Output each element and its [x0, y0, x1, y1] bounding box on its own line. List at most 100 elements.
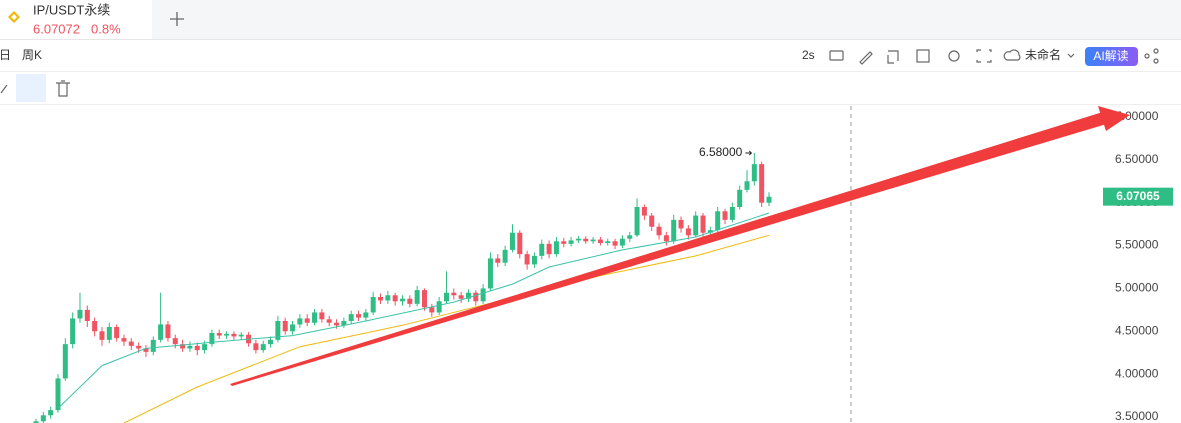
period-day[interactable]: 日: [0, 48, 11, 62]
candle-body: [473, 292, 479, 302]
candle-body: [737, 189, 743, 207]
candle-body: [99, 331, 105, 340]
candle-body: [429, 307, 435, 313]
crop-icon[interactable]: [887, 50, 899, 64]
ai-button[interactable]: [1085, 47, 1138, 66]
candle-body: [561, 241, 567, 244]
candle-body: [92, 321, 98, 332]
candle-body: [84, 309, 90, 321]
candle-body: [48, 410, 54, 416]
pen-icon[interactable]: [859, 51, 873, 65]
draw-icon[interactable]: [0, 84, 8, 94]
candle-body: [33, 421, 39, 423]
last-price-label: 6.07065: [1116, 189, 1160, 203]
fullscreen-icon[interactable]: [976, 49, 992, 63]
active-tool: [16, 74, 46, 102]
save-icon[interactable]: [916, 49, 930, 63]
candle-body: [722, 211, 728, 220]
candle-body: [612, 241, 618, 246]
chevron[interactable]: [1067, 53, 1075, 58]
candle-body: [465, 292, 471, 299]
candle-body: [238, 334, 244, 337]
candle-body: [55, 378, 61, 411]
candle-body: [407, 298, 413, 304]
candle-body: [707, 230, 713, 233]
candle-body: [641, 207, 647, 216]
candle-body: [509, 232, 515, 250]
share-icon-dot: [1153, 48, 1159, 54]
candle-body: [524, 254, 530, 265]
add-tab[interactable]: [170, 12, 184, 26]
camera-icon[interactable]: [829, 50, 844, 61]
y-tick-label: 4.00000: [1115, 366, 1159, 380]
candle-body: [356, 314, 362, 318]
candle-body: [165, 324, 171, 339]
y-tick-label: 5.00000: [1115, 281, 1159, 295]
refresh-interval[interactable]: 2s: [802, 48, 815, 62]
candle-body: [194, 345, 200, 351]
y-tick-label: 7.00000: [1115, 109, 1159, 123]
candle-body: [458, 295, 464, 299]
candle-body: [502, 249, 508, 263]
candle-body: [370, 297, 376, 313]
candle-body: [297, 318, 303, 325]
candle-body: [495, 258, 501, 263]
candle-body: [619, 238, 625, 246]
candle-body: [766, 196, 772, 203]
exchange-icon: [8, 11, 20, 23]
candle-body: [363, 312, 369, 318]
candle-body: [414, 290, 420, 304]
delete-icon[interactable]: [56, 80, 70, 97]
candle-body: [693, 215, 699, 236]
candle-body: [319, 312, 325, 320]
candle-body: [436, 301, 442, 313]
candle-body: [253, 343, 259, 351]
candle-body: [531, 255, 537, 265]
candle-body: [77, 309, 83, 319]
trend-arrow-shaft: [230, 111, 1110, 386]
candle-body: [158, 324, 164, 340]
share-icon[interactable]: [1144, 53, 1150, 59]
high-label: 6.58000: [699, 145, 743, 159]
candle-body: [260, 344, 266, 351]
candle-body: [671, 219, 677, 242]
settings-icon[interactable]: [948, 50, 960, 62]
candle-body: [334, 322, 340, 326]
candle-body: [480, 288, 486, 302]
candle-body: [487, 258, 493, 289]
candle-body: [759, 164, 765, 203]
candle-body: [224, 333, 230, 336]
cloud-icon[interactable]: [1003, 49, 1021, 61]
candle-body: [378, 297, 384, 301]
candle-body: [392, 295, 398, 302]
candle-body: [348, 314, 354, 321]
trend-arrow-head: [1098, 106, 1130, 131]
candle-body: [150, 339, 156, 352]
candle-body: [180, 344, 186, 349]
candle-body: [268, 339, 274, 345]
plot: 3.500004.000004.500005.000005.500006.000…: [33, 109, 1159, 423]
candle-body: [553, 241, 559, 255]
moving-average: [57, 212, 770, 409]
tab-bar: [0, 0, 1181, 39]
candle-body: [685, 228, 691, 236]
candle-body: [326, 319, 332, 323]
candle-body: [700, 215, 706, 233]
candle-body: [605, 241, 611, 243]
candle-body: [649, 215, 655, 227]
tab[interactable]: [0, 0, 152, 39]
candle-body: [128, 341, 134, 346]
candle-body: [143, 348, 149, 352]
candle-body: [341, 321, 347, 326]
candle-body: [729, 207, 735, 220]
period-week[interactable]: 周K: [22, 48, 42, 62]
candle-body: [517, 232, 523, 255]
candle-body: [290, 324, 296, 332]
candle-body: [421, 290, 427, 308]
moving-average: [123, 234, 770, 423]
layout-name[interactable]: 未命名: [1025, 47, 1061, 62]
tab-price: 6.07072: [33, 21, 80, 36]
candle-body: [136, 345, 142, 349]
